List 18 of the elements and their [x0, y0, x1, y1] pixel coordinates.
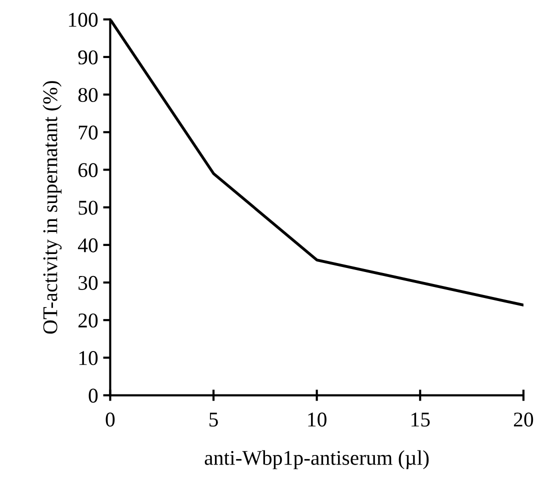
y-tick-label: 60	[78, 163, 98, 178]
y-tick-label: 100	[68, 12, 98, 27]
y-tick-label: 50	[78, 200, 98, 215]
x-tick-label: 0	[106, 412, 115, 427]
x-tick-label: 15	[412, 412, 430, 427]
x-tick-label: 20	[514, 412, 534, 427]
x-tick-label: 10	[308, 412, 326, 427]
y-tick-label: 90	[78, 50, 98, 64]
y-tick-label: 80	[78, 88, 98, 102]
y-axis-title: OT-activity in supernatant (%)	[42, 81, 62, 334]
y-tick-label: 30	[78, 276, 98, 290]
y-tick-label: 70	[78, 126, 98, 140]
y-tick-label: 20	[78, 313, 98, 328]
y-tick-label: 10	[79, 351, 98, 366]
x-axis-title: anti-Wbp1p-antiserum (µl)	[204, 450, 429, 470]
y-tick-label: 0	[88, 388, 98, 403]
x-tick-label: 5	[210, 412, 218, 427]
y-tick-label: 40	[78, 238, 98, 252]
